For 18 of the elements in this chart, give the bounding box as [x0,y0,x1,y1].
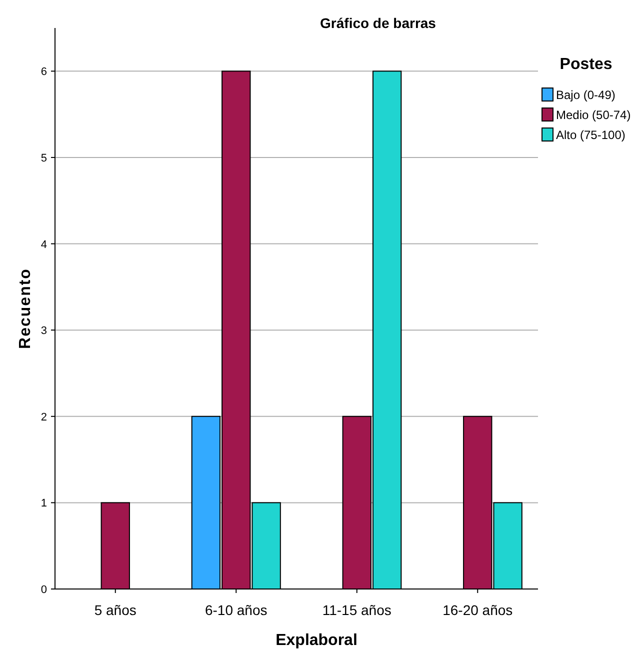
y-tick-label: 6 [40,66,47,78]
x-tick-label: 6-10 años [204,602,268,618]
y-tick-label: 0 [40,584,47,596]
y-tick-label: 3 [40,325,47,338]
y-tick-label: 1 [40,498,47,510]
y-tick-label: 5 [40,152,47,164]
x-tick-label: 11-15 años [322,602,392,618]
chart-title: Gráfico de barras [320,15,436,31]
y-tick-label: 2 [40,411,47,424]
y-tick-label: 4 [40,238,47,251]
legend-label: Bajo (0-49) [556,88,616,102]
y-axis-title: Recuento [17,268,34,349]
legend-label: Alto (75-100) [556,128,626,142]
x-tick-label: 5 años [94,602,136,618]
x-axis-title: Explaboral [276,632,358,649]
legend-title: Postes [560,56,612,73]
legend-label: Medio (50-74) [556,108,631,122]
x-tick-label: 16-20 años [442,602,513,618]
